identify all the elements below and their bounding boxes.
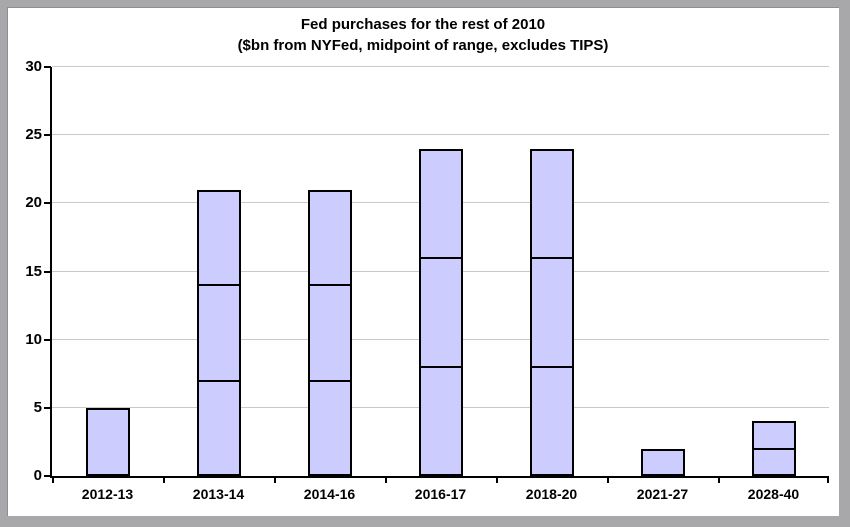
bar-segment-divider bbox=[752, 448, 796, 450]
y-tick-label: 20 bbox=[25, 194, 42, 212]
x-axis-tick bbox=[827, 476, 829, 483]
y-tick-label: 10 bbox=[25, 330, 42, 348]
bar bbox=[86, 408, 130, 476]
bar-segment-divider bbox=[197, 284, 241, 286]
x-axis-tick bbox=[496, 476, 498, 483]
y-axis-tick bbox=[44, 134, 51, 137]
chart-title-block: Fed purchases for the rest of 2010 ($bn … bbox=[7, 14, 839, 56]
chart-subtitle: ($bn from NYFed, midpoint of range, excl… bbox=[237, 37, 609, 54]
plot-area: 0 5 10 15 20 25 30 2012-13 2013-14 2014-16 2016-17… bbox=[25, 58, 829, 502]
y-tick-label: 15 bbox=[25, 262, 42, 280]
y-axis-tick bbox=[44, 406, 51, 409]
x-axis-tick bbox=[274, 476, 276, 483]
x-axis-line bbox=[50, 476, 829, 478]
bar-segment-divider bbox=[419, 257, 463, 259]
x-axis-tick bbox=[385, 476, 387, 483]
bar-segment-divider bbox=[308, 380, 352, 382]
bar bbox=[419, 149, 463, 476]
x-axis-tick bbox=[163, 476, 165, 483]
gridline bbox=[52, 66, 829, 67]
bar bbox=[308, 190, 352, 476]
y-axis-tick bbox=[44, 66, 51, 68]
bar bbox=[197, 190, 241, 476]
x-axis-tick bbox=[718, 476, 720, 483]
x-tick-label: 2018-20 bbox=[525, 486, 578, 502]
chart-area: Fed purchases for the rest of 2010 ($bn … bbox=[7, 7, 839, 516]
x-tick-label: 2021-27 bbox=[636, 486, 689, 502]
x-tick-label: 2014-16 bbox=[303, 486, 356, 502]
bar-segment-divider bbox=[419, 366, 463, 368]
y-axis-tick bbox=[44, 338, 51, 341]
x-tick-label: 2012-13 bbox=[81, 486, 134, 502]
bar-segment-divider bbox=[308, 284, 352, 286]
y-axis-tick bbox=[44, 475, 51, 477]
y-tick-label: 25 bbox=[25, 126, 42, 144]
x-tick-label: 2016-17 bbox=[414, 486, 467, 502]
x-axis-tick bbox=[607, 476, 609, 483]
y-axis-tick bbox=[44, 270, 51, 273]
bar bbox=[530, 149, 574, 476]
x-axis-tick bbox=[52, 476, 54, 483]
bar bbox=[641, 449, 685, 476]
y-tick-label: 0 bbox=[33, 467, 42, 484]
x-tick-label: 2013-14 bbox=[192, 486, 245, 502]
chart-title: Fed purchases for the rest of 2010 bbox=[300, 16, 546, 33]
y-axis-tick bbox=[44, 202, 51, 205]
y-axis-line bbox=[50, 67, 52, 478]
x-tick-label: 2028-40 bbox=[747, 486, 800, 502]
bar-segment-divider bbox=[197, 380, 241, 382]
bar-segment-divider bbox=[530, 366, 574, 368]
y-tick-label: 30 bbox=[25, 58, 42, 75]
y-tick-label: 5 bbox=[33, 398, 42, 416]
bar-segment-divider bbox=[530, 257, 574, 259]
gridline bbox=[52, 134, 829, 136]
